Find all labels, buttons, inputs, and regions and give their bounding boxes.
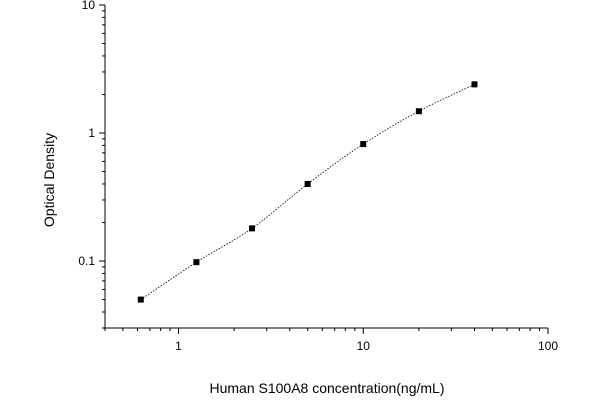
data-point xyxy=(249,225,256,232)
x-tick-label: 100 xyxy=(538,339,558,353)
y-tick-label: 0.1 xyxy=(78,254,95,268)
data-point xyxy=(193,259,200,266)
x-tick-label: 10 xyxy=(357,339,371,353)
x-axis-label: Human S100A8 concentration(ng/mL) xyxy=(209,380,444,396)
x-tick-label: 1 xyxy=(175,339,182,353)
tick-labels: 1 10 100 0.1 1 10 xyxy=(78,0,558,353)
data-point xyxy=(415,108,422,115)
ticks xyxy=(99,4,549,334)
y-tick-label: 1 xyxy=(88,126,95,140)
y-tick-label: 10 xyxy=(82,0,96,12)
data-point xyxy=(471,81,478,88)
y-axis-label: Optical Density xyxy=(41,133,57,227)
data-point xyxy=(360,141,367,148)
axes xyxy=(104,5,548,329)
data-points xyxy=(137,81,478,303)
data-point xyxy=(137,296,144,303)
data-point xyxy=(304,180,311,187)
fit-curve xyxy=(140,84,475,300)
